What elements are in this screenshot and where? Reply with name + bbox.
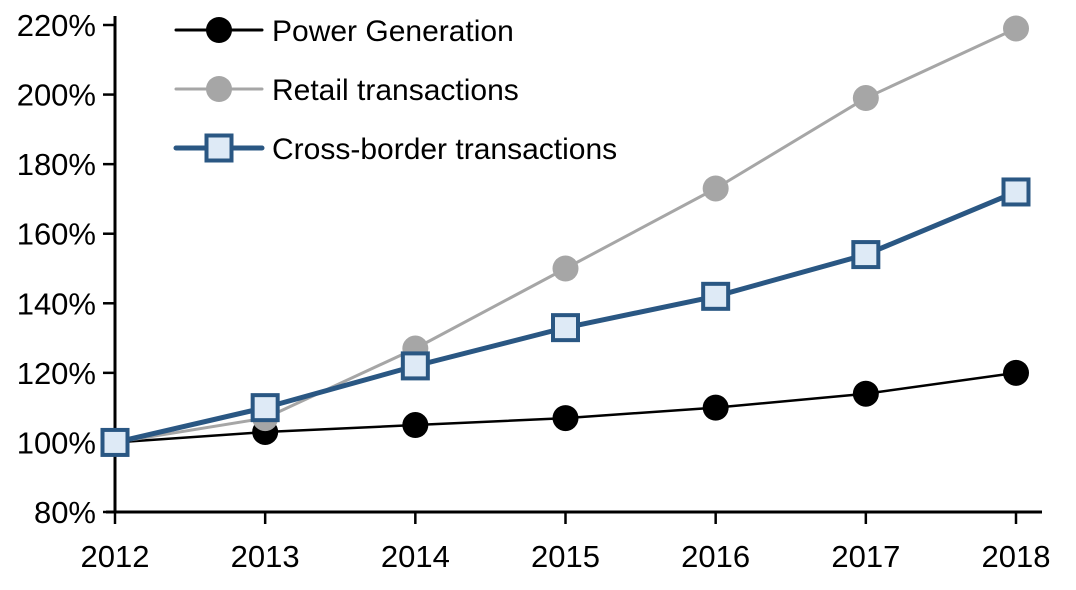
series-marker-power-generation <box>1003 359 1029 386</box>
series-marker-power-generation <box>702 394 729 421</box>
y-axis-tick-label: 200% <box>17 78 96 113</box>
series-marker-legend-cross-border-transactions <box>204 133 234 163</box>
legend-label-power-generation: Power Generation <box>272 15 514 48</box>
legend-label-retail-transactions: Retail transactions <box>272 74 519 107</box>
y-axis-tick-label: 220% <box>17 8 96 43</box>
series-marker-cross-border-transactions <box>100 427 130 457</box>
series-line-retail-transactions <box>113 26 1018 444</box>
series-marker-retail-transactions <box>552 255 579 282</box>
x-axis-tick-label: 2018 <box>982 539 1051 574</box>
series-marker-legend-power-generation <box>206 17 232 43</box>
series-marker-retail-transactions <box>702 175 729 202</box>
legend-label-cross-border-transactions: Cross-border transactions <box>272 133 617 166</box>
y-axis-tick-label: 140% <box>17 286 96 321</box>
y-axis-tick-label: 100% <box>17 425 96 460</box>
x-axis-tick-label: 2015 <box>531 539 600 574</box>
y-axis-tick-label: 80% <box>34 495 96 530</box>
series-marker-retail-transactions <box>1003 15 1029 42</box>
x-axis-tick-label: 2012 <box>81 539 150 574</box>
series-marker-cross-border-transactions <box>551 313 580 343</box>
series-marker-power-generation <box>552 405 579 432</box>
series-marker-cross-border-transactions <box>250 393 280 423</box>
series-marker-retail-transactions <box>852 85 879 112</box>
series-marker-cross-border-transactions <box>701 281 731 311</box>
series-marker-power-generation <box>852 380 879 407</box>
x-axis-tick-label: 2014 <box>381 539 450 574</box>
series-marker-power-generation <box>402 412 429 439</box>
y-axis-tick-label: 120% <box>17 356 96 391</box>
x-axis-tick-label: 2017 <box>831 539 900 574</box>
series-marker-legend-retail-transactions <box>206 76 232 102</box>
y-axis-tick-label: 180% <box>17 147 96 182</box>
x-axis-tick-label: 2016 <box>681 539 750 574</box>
y-axis-tick-label: 160% <box>17 217 96 252</box>
series-marker-cross-border-transactions <box>851 240 881 270</box>
series-marker-cross-border-transactions <box>400 351 430 381</box>
x-axis-tick-label: 2013 <box>231 539 300 574</box>
series-marker-cross-border-transactions <box>1001 177 1031 207</box>
